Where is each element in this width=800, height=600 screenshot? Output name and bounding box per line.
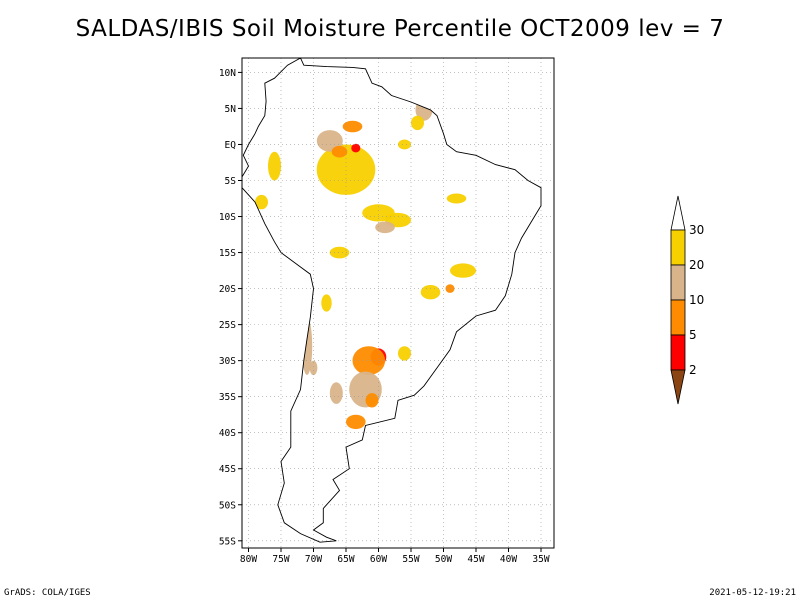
anomaly-patch (365, 393, 379, 408)
anomaly-patch (329, 382, 343, 404)
lat-tick-label: 5S (225, 176, 237, 187)
lon-tick-label: 40W (500, 554, 517, 565)
anomaly-patch (351, 143, 361, 153)
lat-tick-labels: 10N 5N EQ 5S 10S 15S 20S 25S 30S 35S 40S 45S 50S 55S (219, 68, 242, 547)
anomaly-patch (329, 246, 350, 259)
anomaly-patch (420, 285, 441, 300)
anomaly-patch (268, 151, 281, 181)
footer-timestamp: 2021-05-12-19:21 (709, 588, 796, 598)
coastline (241, 57, 542, 543)
lat-tick-label: 15S (219, 248, 236, 259)
colorbar-top-triangle (670, 195, 686, 231)
colorbar-label: 20 (689, 258, 704, 272)
anomaly-patch (316, 130, 343, 152)
lon-tick-label: 60W (370, 554, 387, 565)
anomaly-patch (331, 145, 348, 158)
lon-tick-label: 55W (402, 554, 419, 565)
lat-tick-label: 10S (219, 212, 236, 223)
lon-tick-label: 80W (240, 554, 257, 565)
anomaly-patch (398, 346, 411, 361)
colorbar-bottom-triangle (670, 369, 686, 405)
grid-lines (242, 58, 554, 548)
colorbar-segment (670, 299, 686, 336)
colorbar: 30 20 10 5 2 (670, 195, 704, 405)
lat-tick-label: 35S (219, 392, 236, 403)
anomaly-layer (255, 99, 476, 430)
footer-credit: GrADS: COLA/IGES (4, 588, 91, 598)
lat-tick-label: 20S (219, 284, 236, 295)
anomaly-patch (411, 115, 424, 131)
lat-tick-label: 45S (219, 464, 236, 475)
anomaly-patch (446, 193, 467, 204)
lat-tick-label: 55S (219, 536, 236, 547)
lat-tick-label: 50S (219, 500, 236, 511)
anomaly-patch (255, 194, 268, 210)
map-frame (241, 57, 555, 549)
lat-tick-label: 40S (219, 428, 236, 439)
lat-tick-label: 25S (219, 320, 236, 331)
anomaly-patch (398, 139, 411, 150)
anomaly-patch (375, 221, 395, 234)
colorbar-segment (670, 334, 686, 371)
map-title: SALDAS/IBIS Soil Moisture Percentile OCT… (75, 16, 725, 42)
colorbar-label: 5 (689, 328, 697, 342)
colorbar-label: 10 (689, 293, 704, 307)
lat-tick-label: EQ (225, 140, 237, 151)
lon-tick-label: 75W (272, 554, 289, 565)
colorbar-segment (670, 264, 686, 301)
coastline-path (241, 57, 542, 543)
anomaly-patch (342, 120, 363, 133)
anomaly-patch (321, 294, 332, 312)
colorbar-segment (670, 229, 686, 266)
lon-tick-label: 70W (305, 554, 322, 565)
lat-tick-label: 10N (219, 68, 236, 79)
anomaly-patch (316, 144, 376, 195)
lon-tick-labels: 80W 75W 70W 65W 60W 55W 50W 45W 40W 35W (240, 548, 550, 565)
land-area (242, 58, 541, 543)
lat-tick-label: 30S (219, 356, 236, 367)
anomaly-patch (309, 360, 318, 376)
colorbar-label: 30 (689, 223, 704, 237)
lon-tick-label: 45W (467, 554, 484, 565)
map-content (242, 58, 541, 543)
anomaly-patch (352, 346, 386, 375)
lon-tick-label: 35W (532, 554, 549, 565)
anomaly-patch (346, 414, 366, 430)
colorbar-label: 2 (689, 363, 697, 377)
anomaly-patch (450, 263, 476, 278)
lat-tick-label: 5N (225, 104, 237, 115)
lon-tick-label: 50W (435, 554, 452, 565)
lon-tick-label: 65W (337, 554, 354, 565)
